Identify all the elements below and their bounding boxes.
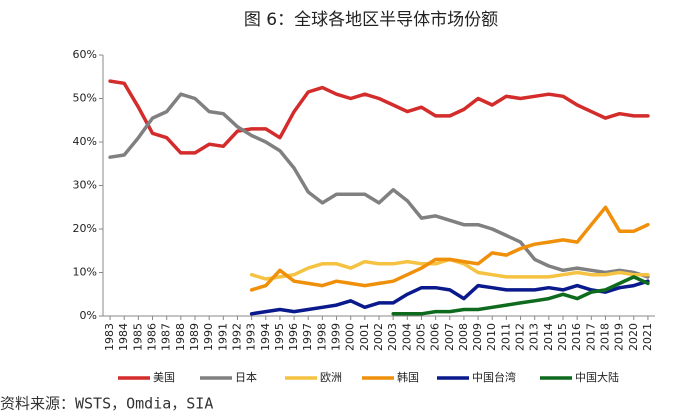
- x-tick-label: 2018: [598, 323, 611, 351]
- y-tick-label: 10%: [73, 266, 97, 279]
- y-tick-label: 30%: [73, 179, 97, 192]
- x-tick-label: 2006: [429, 323, 442, 351]
- y-tick-label: 50%: [73, 92, 97, 105]
- series-line: [108, 79, 650, 155]
- series-line: [249, 279, 650, 316]
- x-tick-label: 2021: [641, 323, 654, 351]
- x-tick-label: 2005: [414, 323, 427, 351]
- legend-label: 日本: [235, 370, 257, 384]
- x-tick-label: 1987: [160, 323, 173, 351]
- x-tick-label: 2011: [499, 323, 512, 351]
- x-tick-label: 1994: [259, 323, 272, 351]
- x-tick-label: 2020: [627, 323, 640, 351]
- x-tick-label: 2008: [457, 323, 470, 351]
- x-tick-label: 1986: [146, 323, 159, 351]
- x-tick-label: 2002: [372, 323, 385, 351]
- legend-label: 韩国: [397, 370, 419, 384]
- x-tick-label: 2017: [584, 323, 597, 351]
- legend-label: 中国台湾: [472, 370, 516, 384]
- x-tick-label: 2013: [528, 323, 541, 351]
- x-tick-label: 1988: [174, 323, 187, 351]
- x-tick-label: 1998: [315, 323, 328, 351]
- x-tick-label: 1997: [301, 323, 314, 351]
- x-tick-label: 1993: [245, 323, 258, 351]
- x-tick-label: 1991: [216, 323, 229, 351]
- x-tick-label: 2015: [556, 323, 569, 351]
- legend-label: 欧洲: [320, 371, 342, 384]
- legend-label: 美国: [153, 371, 175, 384]
- y-tick-label: 40%: [73, 135, 97, 148]
- x-tick-label: 1992: [230, 323, 243, 351]
- x-tick-label: 2001: [358, 323, 371, 351]
- x-tick-label: 1996: [287, 323, 300, 351]
- series-line: [108, 92, 650, 279]
- x-tick-label: 1995: [273, 323, 286, 351]
- x-tick-label: 2007: [443, 323, 456, 351]
- y-tick-label: 20%: [73, 222, 97, 235]
- source-note: 资料来源：WSTS，Omdia，SIA: [0, 395, 213, 412]
- x-tick-label: 2012: [514, 323, 527, 351]
- chart-title: 图 6：全球各地区半导体市场份额: [244, 10, 498, 30]
- series-line: [249, 205, 650, 292]
- y-tick-label: 60%: [73, 48, 97, 61]
- x-tick-label: 2016: [570, 323, 583, 351]
- x-tick-label: 2009: [471, 323, 484, 351]
- x-tick-label: 2019: [613, 323, 626, 351]
- x-tick-label: 2014: [542, 323, 555, 351]
- x-tick-label: 1999: [330, 323, 343, 351]
- x-tick-label: 1985: [131, 323, 144, 351]
- x-tick-label: 2000: [344, 323, 357, 351]
- x-tick-label: 2004: [400, 323, 413, 351]
- x-tick-label: 2010: [485, 323, 498, 351]
- series-line: [391, 275, 650, 316]
- legend-label: 中国大陆: [575, 370, 619, 384]
- x-tick-label: 2003: [386, 323, 399, 351]
- x-tick-label: 1990: [202, 323, 215, 351]
- y-tick-label: 0%: [80, 309, 97, 322]
- x-tick-label: 1983: [103, 323, 116, 351]
- x-tick-label: 1984: [117, 323, 130, 351]
- x-tick-label: 1989: [188, 323, 201, 351]
